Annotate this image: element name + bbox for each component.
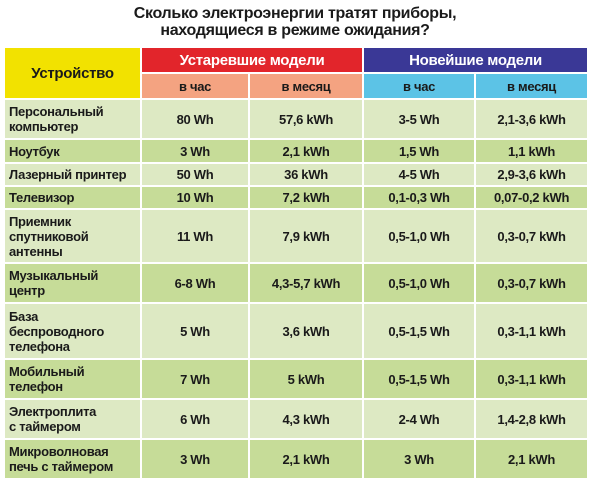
device-cell: Ноутбук: [3, 138, 142, 164]
value-cell: 3 Wh: [362, 438, 477, 480]
value-cell: 3-5 Wh: [362, 98, 477, 140]
header-cell: в месяц: [474, 72, 590, 100]
value-cell: 80 Wh: [140, 98, 250, 140]
header-cell: Устройство: [3, 46, 142, 100]
value-cell: 0,3-0,7 kWh: [474, 262, 590, 304]
value-cell: 5 Wh: [140, 302, 250, 360]
header-cell: в месяц: [247, 72, 365, 100]
device-cell: Музыкальный центр: [3, 262, 142, 304]
value-cell: 4,3 kWh: [247, 398, 365, 440]
value-cell: 5 kWh: [247, 358, 365, 400]
value-cell: 3 Wh: [140, 138, 250, 164]
value-cell: 10 Wh: [140, 185, 250, 210]
value-cell: 0,5-1,0 Wh: [362, 208, 477, 264]
value-cell: 0,5-1,5 Wh: [362, 358, 477, 400]
value-cell: 50 Wh: [140, 162, 250, 187]
device-cell: Лазерный принтер: [3, 162, 142, 187]
row: Телевизор 10 Wh 7,2 kWh 0,1-0,3 Wh 0,07-0,2 …: [3, 185, 590, 210]
row: База беспроводного телефона 5 Wh 3,6 kWh 0,…: [3, 302, 590, 360]
value-cell: 3 Wh: [140, 438, 250, 480]
value-cell: 2,1 kWh: [474, 438, 590, 480]
device-cell: Приемник спутниковой антенны: [3, 208, 142, 264]
value-cell: 0,07-0,2 kWh: [474, 185, 590, 210]
value-cell: 7,2 kWh: [247, 185, 365, 210]
row: Приемник спутниковой антенны 11 Wh 7,9 kWh…: [3, 208, 590, 264]
table: Устройство Устаревшие модели Новейшие мо…: [3, 46, 590, 480]
value-cell: 2,9-3,6 kWh: [474, 162, 590, 187]
value-cell: 0,5-1,0 Wh: [362, 262, 477, 304]
value-cell: 57,6 kWh: [247, 98, 365, 140]
value-cell: 0,1-0,3 Wh: [362, 185, 477, 210]
device-cell: Микроволновая печь с таймером: [3, 438, 142, 480]
row: Персональный компьютер 80 Wh 57,6 kWh 3-5 W…: [3, 98, 590, 140]
value-cell: 6-8 Wh: [140, 262, 250, 304]
value-cell: 0,3-1,1 kWh: [474, 358, 590, 400]
value-cell: 1,4-2,8 kWh: [474, 398, 590, 440]
value-cell: 7 Wh: [140, 358, 250, 400]
header-cell: в час: [140, 72, 250, 100]
value-cell: 7,9 kWh: [247, 208, 365, 264]
header-cell: в час: [362, 72, 477, 100]
row: Микроволновая печь с таймером 3 Wh 2,1 kWh…: [3, 438, 590, 480]
title: Сколько электроэнергии тратят приборы, н…: [133, 5, 457, 39]
value-cell: 2,1 kWh: [247, 438, 365, 480]
device-cell: Телевизор: [3, 185, 142, 210]
value-cell: 2-4 Wh: [362, 398, 477, 440]
value-cell: 4-5 Wh: [362, 162, 477, 187]
value-cell: 0,3-0,7 kWh: [474, 208, 590, 264]
header-cell: Новейшие модели: [362, 46, 590, 74]
row: Мобильный телефон 7 Wh 5 kWh 0,5-1,5 Wh 0,3-…: [3, 358, 590, 400]
value-cell: 36 kWh: [247, 162, 365, 187]
device-cell: Мобильный телефон: [3, 358, 142, 400]
value-cell: 2,1-3,6 kWh: [474, 98, 590, 140]
row: Электроплита с таймером 6 Wh 4,3 kWh 2-4 Wh…: [3, 398, 590, 440]
value-cell: 6 Wh: [140, 398, 250, 440]
value-cell: 11 Wh: [140, 208, 250, 264]
value-cell: 0,5-1,5 Wh: [362, 302, 477, 360]
value-cell: 1,5 Wh: [362, 138, 477, 164]
row: Лазерный принтер 50 Wh 36 kWh 4-5 Wh 2,9-3,6…: [3, 162, 590, 187]
value-cell: 0,3-1,1 kWh: [474, 302, 590, 360]
value-cell: 1,1 kWh: [474, 138, 590, 164]
value-cell: 2,1 kWh: [247, 138, 365, 164]
row: Ноутбук 3 Wh 2,1 kWh 1,5 Wh 1,1 kWh: [3, 138, 590, 164]
device-cell: База беспроводного телефона: [3, 302, 142, 360]
device-cell: Электроплита с таймером: [3, 398, 142, 440]
device-cell: Персональный компьютер: [3, 98, 142, 140]
row: Музыкальный центр 6-8 Wh 4,3-5,7 kWh 0,5-1,…: [3, 262, 590, 304]
value-cell: 3,6 kWh: [247, 302, 365, 360]
value-cell: 4,3-5,7 kWh: [247, 262, 365, 304]
header-cell: Устаревшие модели: [139, 46, 365, 74]
